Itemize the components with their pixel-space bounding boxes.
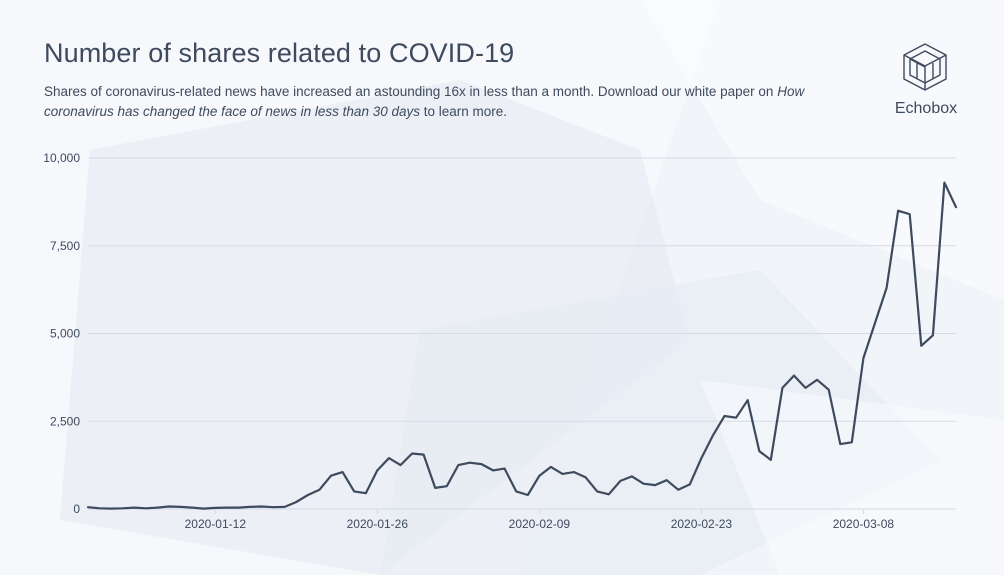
y-tick-label: 2,500: [50, 414, 80, 428]
y-tick-label: 5,000: [50, 327, 80, 341]
chart-subtitle: Shares of coronavirus-related news have …: [44, 82, 834, 122]
chart-series: [86, 181, 958, 510]
subtitle-text-end: to learn more.: [419, 104, 508, 119]
white-paper-title: How coronavirus has changed the face of …: [44, 84, 805, 119]
subtitle-text: Shares of coronavirus-related news have …: [44, 84, 778, 99]
x-axis-labels: 2020-01-12 2020-01-26 2020-02-09 2020-02-23…: [185, 509, 895, 531]
cube-logo-icon: [903, 43, 947, 91]
echobox-logo: Echobox: [878, 42, 974, 122]
y-axis-labels: 0 2,500 5,000 7,500 10,000: [43, 151, 80, 516]
x-tick-label: 2020-02-23: [671, 517, 733, 531]
y-tick-label: 10,000: [43, 151, 80, 165]
series-line: [86, 181, 958, 510]
x-tick-label: 2020-01-12: [185, 517, 247, 531]
x-tick-label: 2020-02-09: [509, 517, 571, 531]
y-tick-label: 0: [73, 502, 80, 516]
chart-gridlines: [88, 157, 956, 510]
x-tick-label: 2020-03-08: [833, 517, 895, 531]
x-tick-label: 2020-01-26: [347, 517, 409, 531]
brand-name: Echobox: [894, 100, 958, 117]
chart-title: Number of shares related to COVID-19: [44, 38, 515, 68]
y-tick-label: 7,500: [50, 239, 80, 253]
